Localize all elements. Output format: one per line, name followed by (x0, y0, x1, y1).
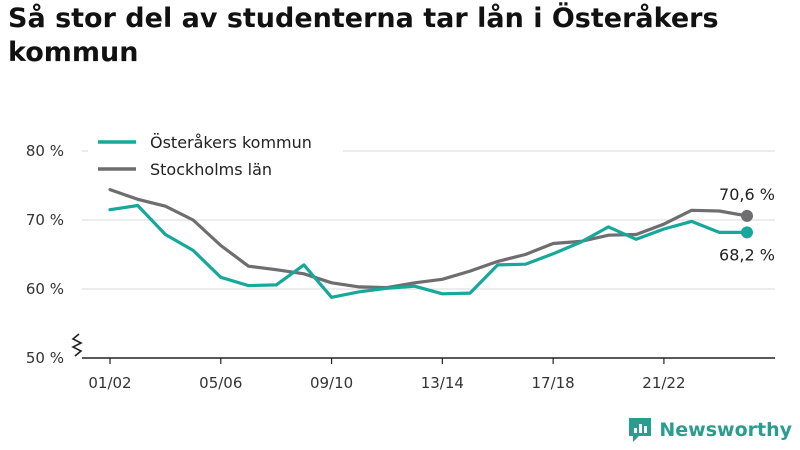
end-labels: 68,2 % 70,6 % (719, 185, 775, 265)
axis-break-icon (71, 333, 83, 357)
newsworthy-logo-icon (629, 418, 652, 442)
x-tick-label: 17/18 (532, 374, 575, 392)
y-tick-label: 70 % (26, 211, 64, 229)
series-end-point (741, 209, 753, 222)
x-tick-label: 01/02 (88, 374, 131, 392)
chart-title: Så stor del av studenterna tar lån i Öst… (8, 3, 719, 68)
series-end-point (741, 226, 753, 239)
y-axis-labels: 50 % 60 % 70 % 80 % (26, 142, 64, 367)
series-lines (108, 188, 753, 299)
x-tick-label: 13/14 (421, 374, 464, 392)
x-tick-label: 21/22 (642, 374, 685, 392)
y-tick-label: 60 % (26, 280, 64, 298)
x-axis: 01/02 05/06 09/10 13/14 17/18 21/22 (82, 357, 775, 392)
series-line (108, 203, 749, 299)
y-tick-label: 50 % (26, 349, 64, 367)
series-line (108, 188, 749, 290)
newsworthy-logo[interactable]: Newsworthy (627, 416, 792, 444)
x-tick-label: 09/10 (310, 374, 353, 392)
legend-label: Österåkers kommun (150, 133, 312, 152)
y-tick-label: 80 % (26, 142, 64, 160)
legend: Österåkers kommun Stockholms län (88, 128, 343, 186)
brand-name: Newsworthy (659, 419, 792, 441)
legend-background (88, 128, 343, 186)
legend-label: Stockholms län (150, 160, 272, 179)
x-tick-label: 05/06 (199, 374, 242, 392)
end-value-label: 70,6 % (719, 185, 775, 204)
end-value-label: 68,2 % (719, 245, 775, 264)
